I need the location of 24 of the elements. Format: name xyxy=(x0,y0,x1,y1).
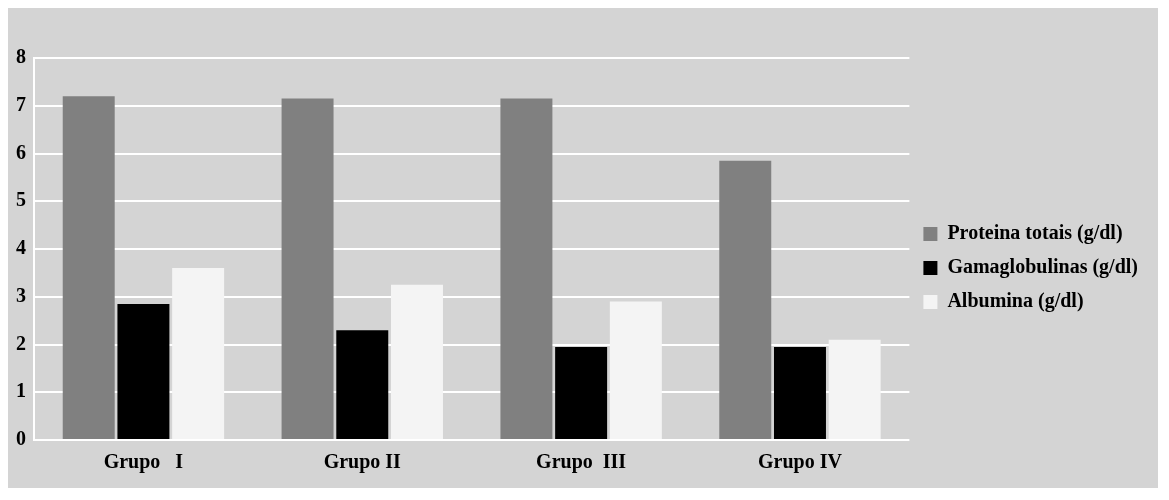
y-tick-label: 0 xyxy=(16,427,26,450)
y-tick-label: 5 xyxy=(16,188,26,211)
y-tick-label: 7 xyxy=(16,92,26,115)
y-tick-label: 4 xyxy=(16,236,26,259)
bar xyxy=(62,96,115,439)
y-tick-label: 1 xyxy=(16,379,26,402)
x-tick-label: Grupo IV xyxy=(758,450,843,474)
x-tick-label: Grupo I xyxy=(103,450,184,474)
y-tick-label: 6 xyxy=(16,140,26,163)
bar xyxy=(773,346,826,439)
x-tick-label: Grupo III xyxy=(536,450,627,474)
legend-label: Proteina totais (g/dl) xyxy=(947,221,1123,245)
legend-label: Gamaglobulinas (g/dl) xyxy=(947,255,1139,279)
y-tick-label: 3 xyxy=(16,283,26,306)
bar xyxy=(555,346,608,439)
bar xyxy=(281,98,334,439)
y-tick-label: 2 xyxy=(16,331,26,354)
bar xyxy=(117,303,170,439)
legend-label: Albumina (g/dl) xyxy=(947,289,1084,313)
bar xyxy=(719,160,772,439)
y-tick-label: 8 xyxy=(16,45,26,68)
x-tick-label: Grupo II xyxy=(323,450,402,474)
bar xyxy=(500,98,553,439)
bar xyxy=(336,330,389,439)
